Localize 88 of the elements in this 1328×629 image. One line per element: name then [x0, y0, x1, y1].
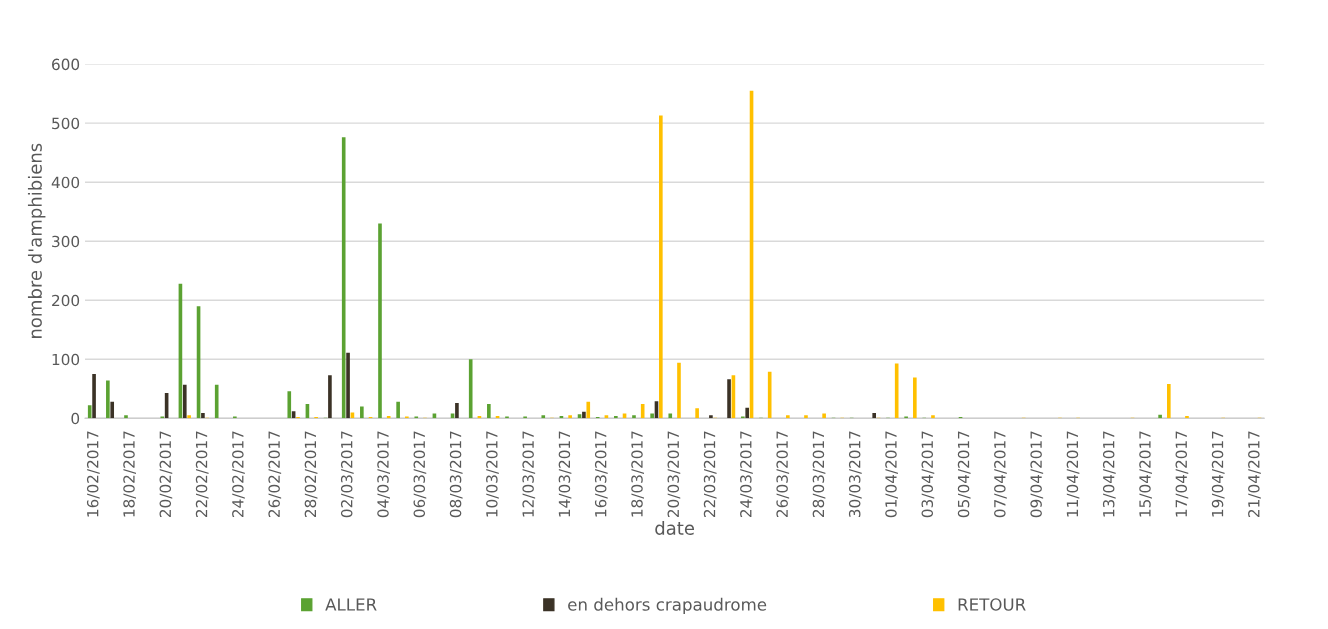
bar	[110, 401, 115, 419]
bar	[586, 401, 591, 419]
bar	[541, 415, 546, 419]
x-tick-label: 26/03/2017	[776, 431, 790, 518]
x-tick-label: 22/02/2017	[195, 431, 209, 518]
x-tick-label: 13/04/2017	[1102, 431, 1116, 517]
bar	[727, 379, 731, 419]
bar	[287, 391, 292, 419]
bar	[328, 375, 332, 419]
bar	[767, 371, 772, 419]
x-tick-label: 09/04/2017	[1030, 431, 1044, 518]
x-tick-label: 28/03/2017	[812, 431, 826, 518]
x-tick-label: 24/03/2017	[740, 431, 753, 518]
x-tick-label: 01/04/2017	[885, 431, 898, 518]
x-tick-label: 24/02/2017	[232, 431, 245, 518]
bar	[187, 415, 191, 419]
x-tick-label: 05/04/2017	[957, 431, 971, 518]
bar	[455, 402, 459, 419]
bar	[378, 223, 382, 419]
y-axis-title: nombre d'amphibiens	[27, 143, 46, 338]
bar	[182, 384, 187, 419]
y-tick-label: 500	[52, 117, 80, 130]
x-tick-label: 28/02/2017	[304, 431, 318, 518]
bar	[804, 415, 808, 419]
x-tick-label: 26/02/2017	[268, 431, 282, 518]
bar	[632, 415, 636, 419]
bar	[106, 380, 110, 419]
y-tick-label: 400	[51, 176, 80, 189]
bar	[487, 404, 491, 419]
y-tick-label: 100	[52, 353, 80, 366]
x-tick-label: 11/04/2017	[1066, 431, 1080, 517]
bar	[640, 404, 645, 419]
bar	[659, 115, 663, 419]
bar	[214, 384, 219, 419]
x-tick-label: 30/03/2017	[848, 431, 862, 517]
bar	[568, 415, 572, 419]
bar	[695, 408, 699, 419]
bar	[1167, 384, 1171, 419]
bar	[745, 407, 750, 419]
bar	[822, 413, 826, 419]
x-tick-label: 21/04/2017	[1248, 431, 1261, 518]
x-tick-label: 20/02/2017	[159, 431, 173, 518]
bar	[677, 362, 681, 419]
x-tick-label: 12/03/2017	[522, 431, 536, 517]
legend-label: RETOUR	[958, 598, 1026, 611]
x-tick-label: 20/03/2017	[667, 431, 681, 518]
x-tick-label: 19/04/2017	[1211, 431, 1225, 517]
y-tick-label: 600	[52, 58, 80, 71]
bar	[913, 377, 917, 419]
bar	[124, 415, 128, 419]
y-tick-label: 200	[52, 294, 80, 307]
bar	[360, 406, 364, 419]
x-tick-label: 03/04/2017	[921, 431, 935, 518]
x-tick-label: 08/03/2017	[449, 431, 463, 518]
x-tick-label: 14/03/2017	[558, 431, 572, 517]
bar	[786, 415, 790, 419]
legend-label: ALLER	[325, 598, 377, 611]
bar	[87, 405, 92, 419]
x-tick-label: 16/02/2017	[86, 431, 100, 517]
bar	[468, 359, 473, 419]
bar	[92, 374, 96, 419]
legend-label: en dehors crapaudrome	[568, 597, 767, 614]
bar	[341, 137, 346, 419]
y-tick-label: 300	[52, 235, 80, 248]
y-tick-label: 0	[71, 412, 80, 425]
bar	[346, 352, 350, 419]
x-tick-label: 18/02/2017	[123, 431, 136, 517]
x-axis-title: date	[655, 520, 695, 535]
bar	[201, 412, 205, 419]
x-tick-label: 02/03/2017	[340, 431, 354, 518]
bar	[582, 411, 586, 419]
bar	[668, 413, 673, 419]
x-tick-label: 15/04/2017	[1139, 431, 1152, 517]
x-tick-label: 17/04/2017	[1175, 431, 1189, 517]
x-tick-label: 06/03/2017	[413, 431, 427, 518]
bar	[872, 412, 877, 419]
x-tick-label: 10/03/2017	[486, 431, 499, 517]
x-tick-label: 07/04/2017	[994, 431, 1007, 518]
bar	[894, 363, 899, 419]
x-tick-label: 16/03/2017	[594, 431, 608, 517]
x-tick-label: 22/03/2017	[703, 431, 717, 518]
bar	[931, 415, 935, 419]
x-tick-label: 04/03/2017	[377, 431, 390, 518]
x-tick-label: 18/03/2017	[631, 431, 644, 517]
bar	[650, 413, 654, 419]
bar	[396, 401, 400, 419]
bar	[709, 415, 713, 419]
bar	[1158, 414, 1162, 419]
